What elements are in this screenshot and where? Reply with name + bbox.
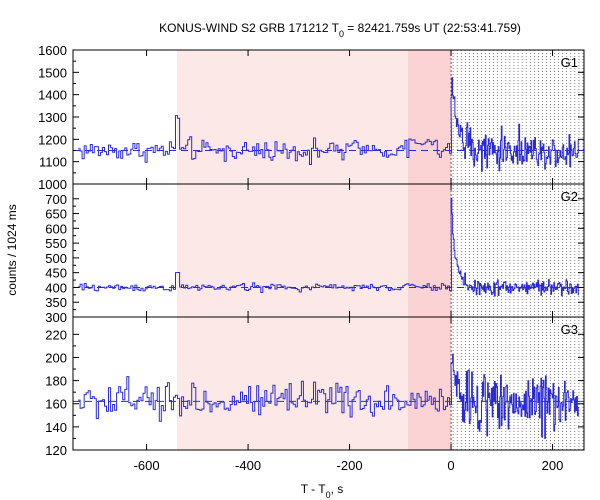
y-tick-label: 450	[45, 266, 67, 281]
x-tick-label: -600	[134, 458, 160, 473]
shaded-interval-layer	[177, 50, 452, 450]
y-tick-label: 160	[45, 397, 67, 412]
chart-title: KONUS-WIND S2 GRB 171212 T0 = 82421.759s…	[159, 21, 521, 39]
y-tick-label: 500	[45, 251, 67, 266]
panel-label-g2: G2	[561, 189, 578, 204]
light-curve-g3	[78, 353, 579, 439]
y-tick-label: 650	[45, 207, 67, 222]
tick-layer: G11000110012001300140015001600G230035040…	[38, 43, 584, 473]
panel-label-g1: G1	[561, 55, 578, 70]
light-curve-g1	[78, 77, 579, 172]
y-tick-label: 600	[45, 221, 67, 236]
y-tick-label: 220	[45, 327, 67, 342]
y-tick-label: 200	[45, 350, 67, 365]
y-axis-label: counts / 1024 ms	[5, 204, 19, 295]
panel-label-g3: G3	[561, 322, 578, 337]
y-tick-label: 1500	[38, 65, 67, 80]
x-axis-label-subscript: 0	[326, 490, 331, 500]
x-tick-label: -200	[337, 458, 363, 473]
y-tick-label: 140	[45, 420, 67, 435]
shaded-interval-2	[407, 50, 452, 450]
chart-title-subscript: 0	[339, 29, 344, 39]
fine-resolution-marker-layer	[450, 50, 584, 450]
y-tick-label: 700	[45, 192, 67, 207]
y-tick-label: 1300	[38, 110, 67, 125]
y-tick-label: 1000	[38, 177, 67, 192]
x-axis-label-main: T - T	[301, 482, 327, 496]
y-tick-label: 400	[45, 280, 67, 295]
shaded-interval-1	[177, 50, 408, 450]
x-tick-label: -400	[235, 458, 261, 473]
chart-title-rest: = 82421.759s UT (22:53:41.759)	[344, 21, 521, 35]
chart-title-main: KONUS-WIND S2 GRB 171212 T	[159, 21, 340, 35]
y-tick-label: 1200	[38, 132, 67, 147]
y-tick-label: 1100	[39, 155, 67, 170]
x-tick-label: 200	[542, 458, 564, 473]
y-tick-label: 1600	[38, 43, 67, 58]
light-curve-g2	[78, 197, 579, 297]
data-layer	[73, 77, 584, 439]
y-tick-label: 300	[45, 310, 67, 325]
x-axis-label-rest: , s	[331, 482, 344, 496]
x-axis-label: T - T0, s	[301, 482, 344, 500]
y-tick-label: 120	[45, 443, 67, 458]
y-tick-label: 180	[45, 374, 67, 389]
y-tick-label: 350	[45, 295, 67, 310]
x-tick-label: 0	[447, 458, 454, 473]
y-tick-label: 1400	[38, 88, 67, 103]
panel-frame-g3	[72, 316, 585, 451]
y-tick-label: 550	[45, 236, 67, 251]
